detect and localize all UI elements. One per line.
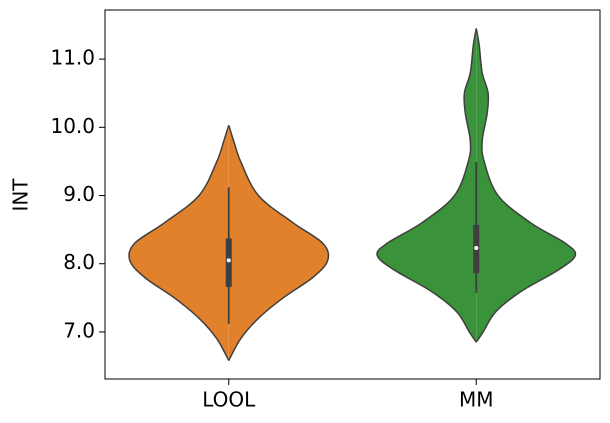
- y-tick-label: 9.0: [63, 182, 95, 206]
- plot-frame: [104, 9, 601, 380]
- violin-body: [476, 28, 576, 343]
- y-tick-label: 10.0: [50, 114, 95, 138]
- y-tick-label: 7.0: [63, 318, 95, 342]
- y-tick-label: 11.0: [50, 46, 95, 70]
- x-tick-label: MM: [459, 388, 494, 412]
- median: [474, 246, 479, 251]
- y-tick-label: 8.0: [63, 250, 95, 274]
- violin-body: [128, 125, 229, 361]
- y-axis-label: INT: [9, 178, 33, 212]
- violin-body: [376, 28, 477, 343]
- violin-body: [228, 125, 329, 361]
- median: [226, 258, 231, 263]
- violin-outline: [475, 28, 577, 343]
- x-tick-label: LOOL: [202, 388, 256, 412]
- violin-outline: [228, 125, 330, 361]
- violin-outline: [376, 28, 477, 343]
- violin-outline: [128, 125, 230, 361]
